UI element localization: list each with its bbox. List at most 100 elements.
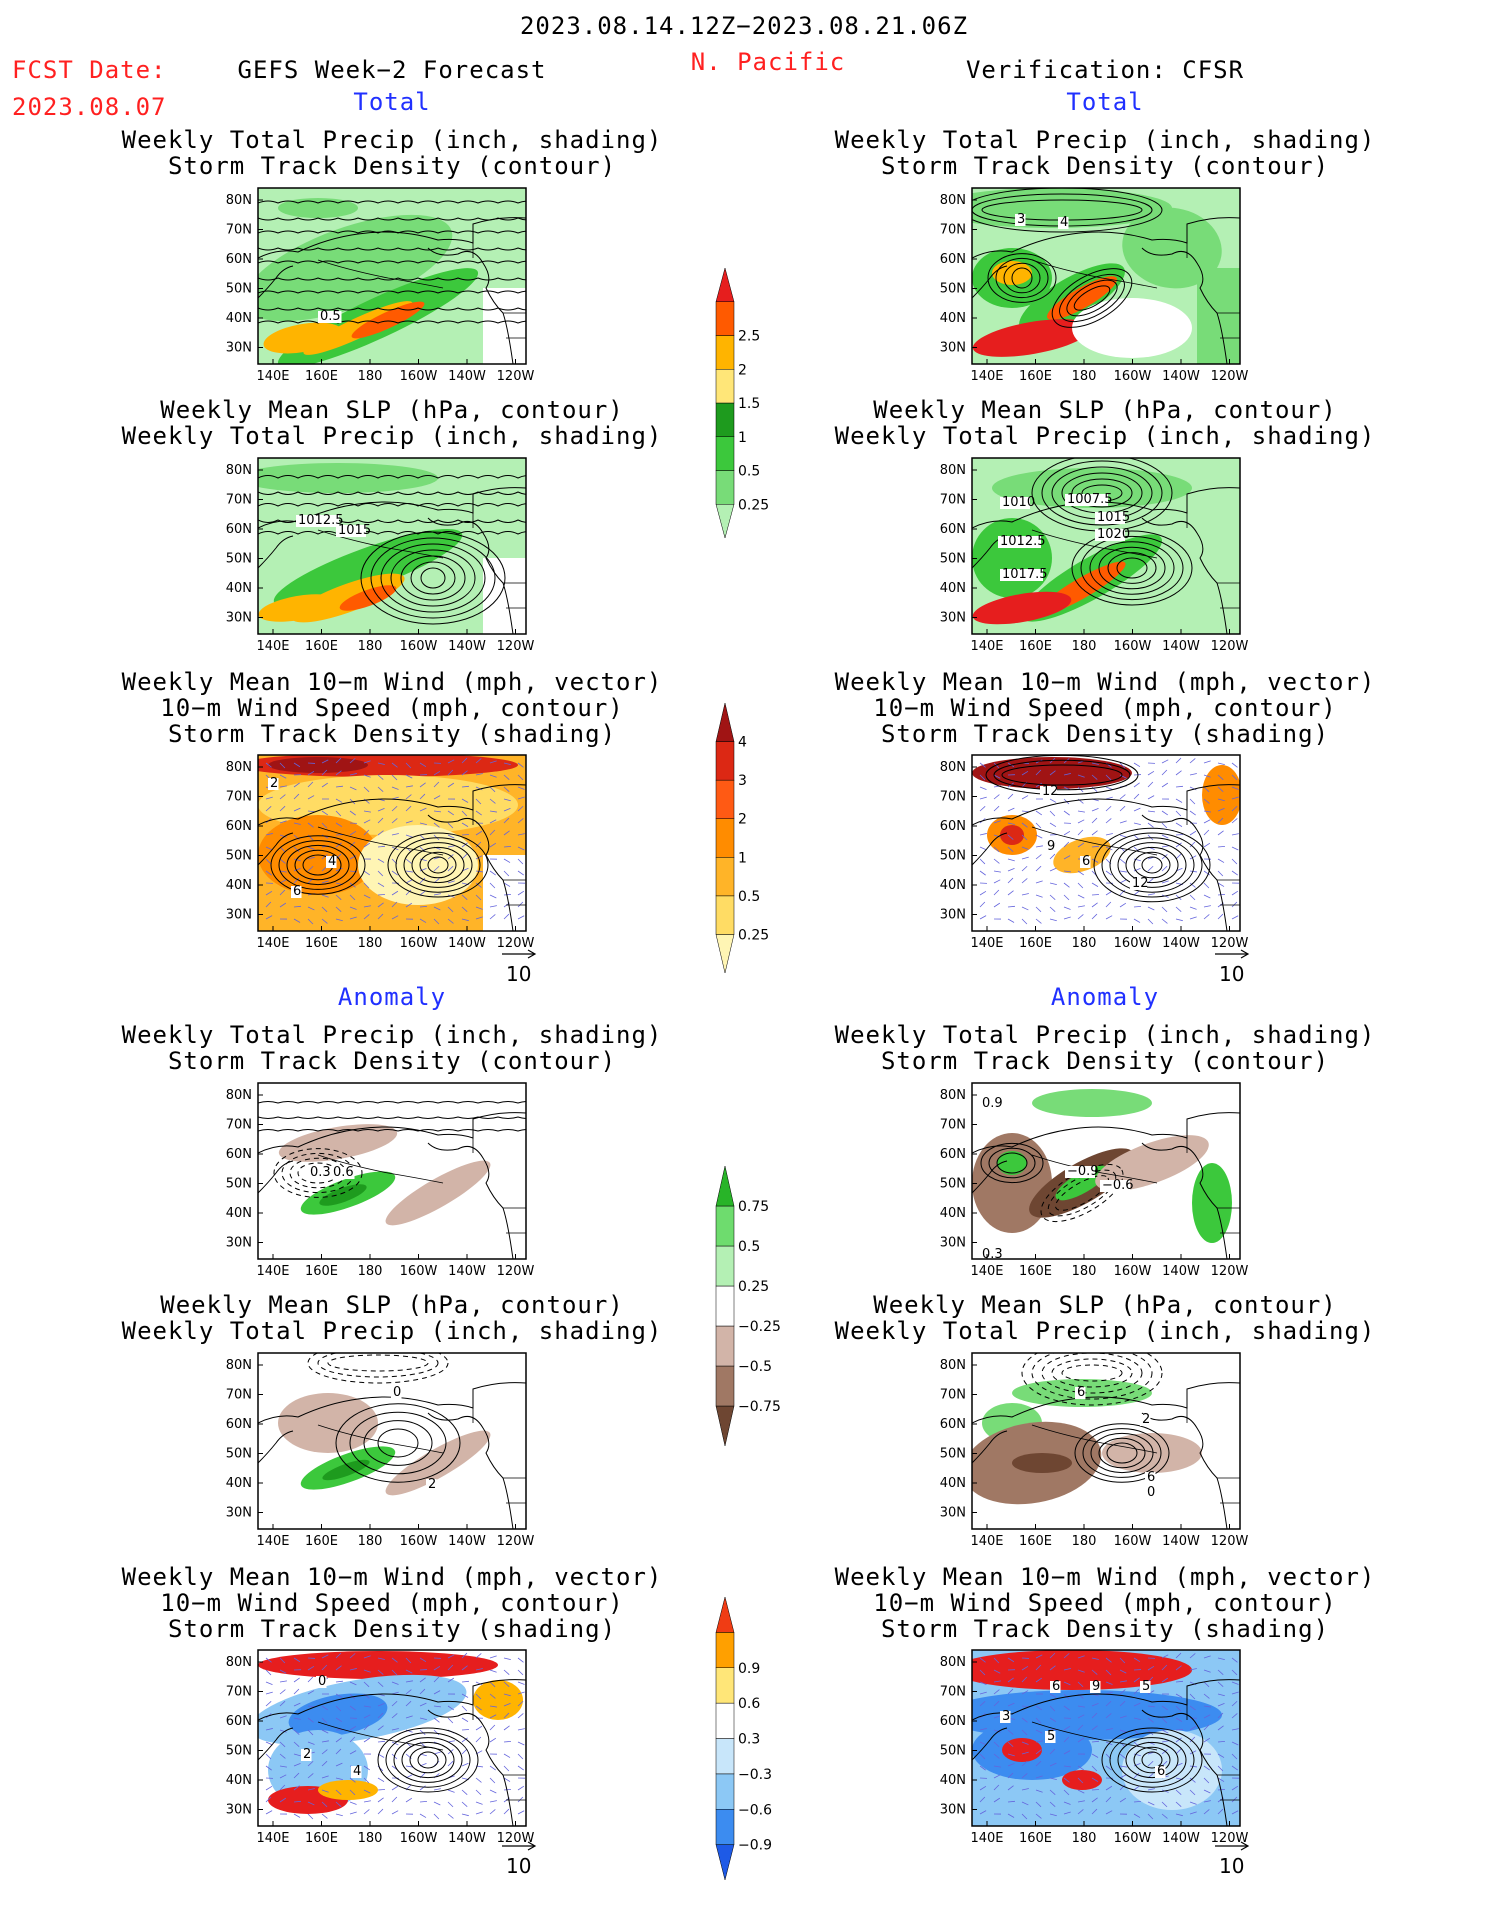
x-tick-label: 140W (448, 369, 486, 384)
contour-label: 4 (1060, 215, 1068, 230)
wind-vector (1035, 1749, 1042, 1755)
vector-scale-label: 10 (506, 962, 532, 986)
contour-line (258, 260, 526, 264)
wind-vector (307, 1741, 315, 1745)
coastline (317, 826, 444, 856)
coastline (258, 1160, 294, 1194)
coastline (1031, 1154, 1158, 1184)
wind-vector (1133, 1800, 1142, 1803)
map-frame (257, 457, 527, 635)
border-line (1186, 810, 1240, 906)
panel-title-line: 10−m Wind Speed (mph, contour) (873, 1589, 1337, 1617)
wind-vector (1119, 1774, 1127, 1779)
wind-vector (1203, 914, 1210, 920)
contour-line (270, 835, 366, 895)
wind-vector (1217, 893, 1226, 896)
panel-title-line: Storm Track Density (shading) (167, 1615, 617, 1643)
wind-vector (1147, 1813, 1154, 1820)
wind-vector (447, 880, 455, 884)
shading-region (288, 1693, 388, 1737)
wind-vector (1007, 822, 1015, 825)
coastline (427, 1412, 514, 1529)
map-field: 0.9−0.9−0.60.3 (972, 1083, 1240, 1259)
wind-vector (1203, 810, 1211, 813)
x-tick-label: 140E (256, 1534, 289, 1549)
wind-vector (433, 795, 441, 800)
wind-vector (1049, 810, 1056, 817)
wind-vector (1049, 1693, 1057, 1698)
wind-vector (1203, 1693, 1210, 1699)
contour-label-bg (1000, 1711, 1011, 1723)
contour-label-bg (1155, 1766, 1166, 1778)
wind-vector (1091, 902, 1098, 908)
y-tick-label: 50N (226, 282, 252, 297)
wind-vector (363, 760, 371, 764)
contour-label-bg (1095, 512, 1125, 524)
contour-label-bg (1050, 1681, 1061, 1693)
wind-vector (349, 1736, 356, 1743)
contour-line (417, 1751, 439, 1769)
wind-vector (335, 770, 342, 776)
wind-vector (1231, 796, 1239, 800)
contour-line (1031, 1353, 1153, 1400)
wind-vector (279, 1669, 287, 1674)
map-field: 6 9 5 3 5 6 (972, 1650, 1240, 1826)
contour-label: 0 (318, 1674, 326, 1689)
x-tick-label: 160E (305, 369, 338, 384)
wind-vector (419, 867, 427, 872)
shading-region (1072, 298, 1192, 358)
contour-line (1071, 530, 1193, 606)
shading-region (1000, 825, 1024, 845)
wind-vector (405, 902, 413, 908)
wind-vector (1133, 858, 1141, 862)
wind-vector (489, 894, 497, 899)
contour-line (377, 1727, 479, 1793)
wind-vector (1175, 853, 1182, 860)
wind-vector (391, 786, 399, 790)
map-frame (971, 457, 1241, 635)
wind-vector (1063, 882, 1070, 888)
wind-vector (1161, 1729, 1169, 1734)
wind-vector (363, 1809, 370, 1815)
arrow-head (527, 1841, 537, 1851)
coastline (1141, 1412, 1228, 1529)
contour-label: 1012.5 (298, 513, 344, 528)
wind-vector (1189, 1777, 1196, 1783)
wind-vector (293, 1785, 300, 1791)
wind-vector (1105, 796, 1113, 800)
wind-vector (1217, 830, 1224, 836)
wind-vector (1203, 1705, 1211, 1708)
wind-vector (1049, 1777, 1057, 1780)
contour-line (258, 277, 526, 281)
wind-vector (1077, 914, 1084, 920)
y-tick-label: 80N (940, 193, 966, 208)
colorbar-segment (715, 779, 735, 819)
contour-line (1051, 268, 1133, 328)
forecast-total-label: Total (353, 88, 431, 116)
shading-region (1047, 276, 1117, 320)
wind-vector (321, 906, 328, 913)
wind-vector (1133, 905, 1142, 908)
wind-vector (993, 1657, 1000, 1664)
wind-vector (335, 853, 342, 860)
x-tick-label: 180 (358, 369, 383, 384)
colorbar-segment (715, 1205, 735, 1247)
y-tick-label: 50N (940, 1177, 966, 1192)
wind-vector (321, 1740, 329, 1743)
wind-vector (1161, 1760, 1168, 1767)
wind-vector (307, 1788, 315, 1791)
wind-vector (293, 905, 302, 908)
wind-vector (1091, 1789, 1100, 1791)
wind-vector (1035, 880, 1043, 884)
wind-vector (293, 1717, 301, 1720)
wind-vector (447, 759, 455, 764)
wind-vector (461, 757, 468, 764)
wind-vector (1189, 830, 1197, 836)
wind-vector (1063, 1811, 1071, 1815)
wind-vector (433, 1729, 440, 1736)
wind-vector (1007, 905, 1016, 908)
wind-vector (1175, 1729, 1184, 1731)
wind-vector (279, 820, 287, 824)
contour-label-bg (308, 1167, 332, 1179)
wind-vector (363, 905, 371, 908)
